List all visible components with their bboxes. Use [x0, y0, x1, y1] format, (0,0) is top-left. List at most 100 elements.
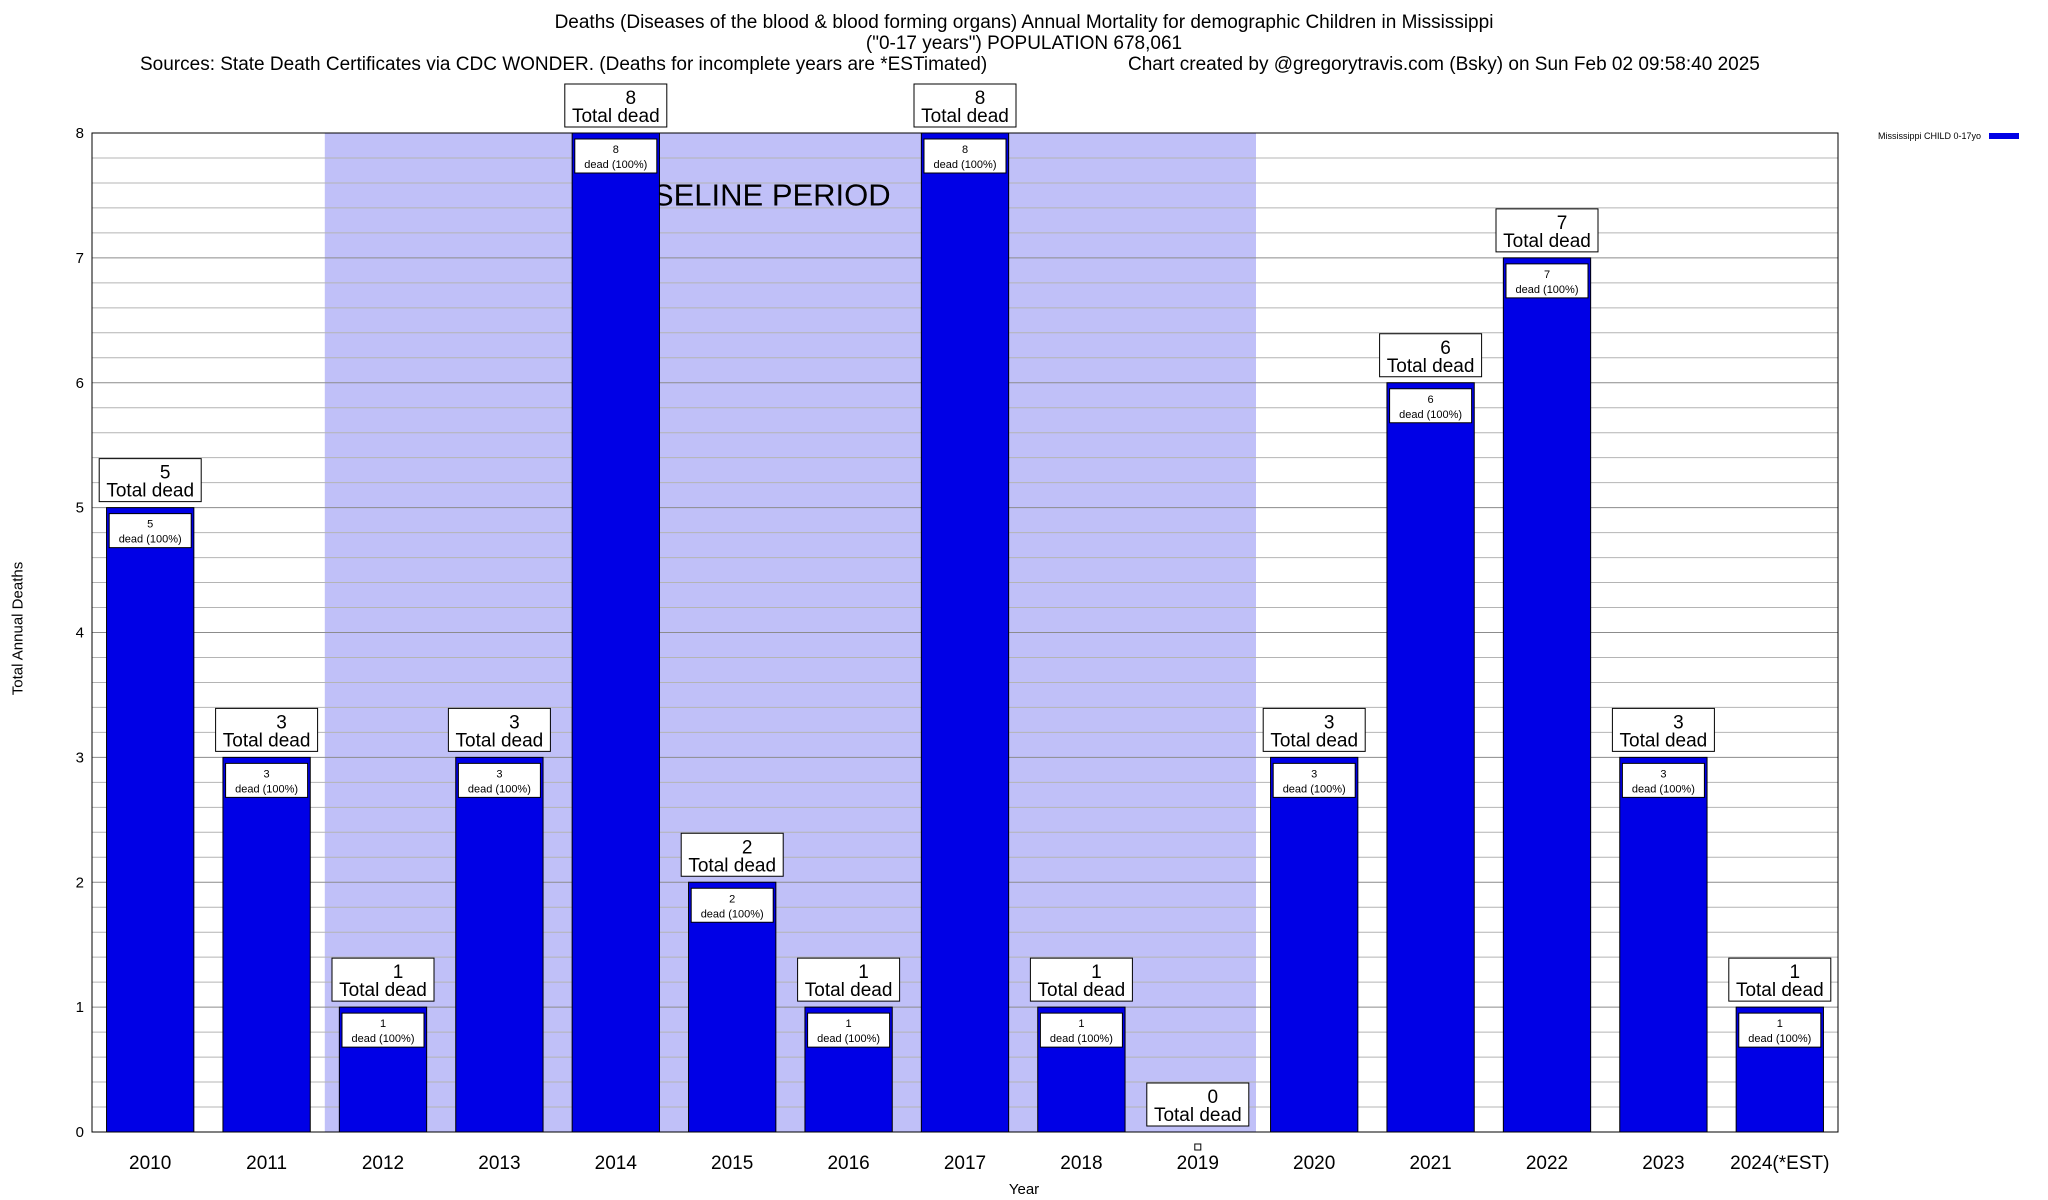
bar-top-label-box	[1262, 707, 1366, 752]
bar-inner-label: dead (100%)	[934, 159, 997, 171]
bar-top-count: 6	[1440, 338, 1451, 359]
x-tick-label: 2019	[1177, 1153, 1219, 1174]
bar-inner-count: 1	[846, 1018, 852, 1030]
bar-inner-label: dead (100%)	[701, 908, 764, 920]
x-tick-label: 2010	[129, 1153, 171, 1174]
bar-inner-label-box	[1505, 263, 1589, 299]
bar	[920, 132, 1010, 1133]
bar-inner-label: dead (100%)	[1748, 1033, 1811, 1045]
bar-top-label: Total dead	[805, 980, 893, 1001]
x-tick-label: 2020	[1293, 1153, 1335, 1174]
bar-inner-count: 3	[496, 768, 502, 780]
x-tick-label: 2022	[1526, 1153, 1568, 1174]
bar	[1270, 756, 1359, 1133]
bar-top-label-box	[215, 707, 319, 752]
bar-top-label: Total dead	[1620, 730, 1708, 751]
legend-swatch	[1989, 133, 2020, 139]
x-tick-label: 2024(*EST)	[1730, 1153, 1829, 1174]
bar-top-count: 3	[509, 712, 520, 733]
bar	[1502, 257, 1592, 1133]
bar-inner-label-box	[225, 762, 309, 798]
x-tick-label: 2021	[1409, 1153, 1451, 1174]
bar	[106, 507, 195, 1133]
y-tick-label: 0	[76, 1124, 84, 1141]
bar-top-label-box	[680, 832, 784, 877]
y-tick-label: 1	[76, 999, 84, 1016]
bar	[1619, 756, 1708, 1133]
x-tick-label: 2018	[1060, 1153, 1102, 1174]
bar-top-label: Total dead	[106, 481, 194, 502]
bar-inner-label: dead (100%)	[1632, 783, 1695, 795]
bar-top-count: 3	[1673, 712, 1684, 733]
bar-inner-label: dead (100%)	[119, 534, 182, 546]
bar-inner-label-box	[108, 513, 192, 549]
x-tick-label: 2023	[1642, 1153, 1684, 1174]
bar-top-label-box	[1495, 208, 1599, 253]
legend: Mississippi CHILD 0-17yo	[1878, 131, 2020, 141]
x-tick-label: 2014	[595, 1153, 638, 1174]
y-tick-label: 5	[76, 500, 84, 517]
bar-top-label: Total dead	[339, 980, 427, 1001]
bar-inner-count: 1	[1777, 1018, 1783, 1030]
bar-inner-label: dead (100%)	[817, 1033, 880, 1045]
bar-top-count: 3	[1324, 712, 1335, 733]
bar-top-label-box	[1611, 707, 1715, 752]
bar-inner-count: 8	[962, 144, 968, 156]
bar-inner-count: 3	[264, 768, 270, 780]
bar-top-label-box	[913, 83, 1017, 128]
bar-top-count: 1	[1790, 962, 1801, 983]
bar	[1386, 382, 1475, 1133]
bar-inner-count: 3	[1311, 768, 1317, 780]
bar-top-label: Total dead	[1154, 1105, 1242, 1126]
x-axis-label: Year	[1008, 1181, 1040, 1198]
bar-inner-label-box	[923, 138, 1007, 174]
bar-inner-label-box	[341, 1012, 425, 1048]
bar-top-label-box	[1029, 957, 1133, 1002]
x-tick-label: 2011	[246, 1153, 287, 1174]
y-tick-label: 3	[76, 749, 84, 766]
y-axis-label: Total Annual Deaths	[9, 561, 27, 696]
bar-inner-label-box	[1389, 388, 1473, 424]
y-tick-label: 8	[76, 125, 84, 142]
bar-inner-label: dead (100%)	[352, 1033, 415, 1045]
bar-top-label-box	[1728, 957, 1832, 1002]
bar-top-count: 2	[742, 837, 753, 858]
bar-inner-label-box	[1272, 762, 1356, 798]
plot-frame	[91, 132, 1839, 1133]
bar-top-label-box	[797, 957, 901, 1002]
chart-subtitle: ("0-17 years") POPULATION 678,061	[865, 33, 1183, 54]
bar-top-label: Total dead	[1270, 730, 1358, 751]
bar-top-count: 7	[1557, 213, 1568, 234]
x-tick-label: 2016	[827, 1153, 869, 1174]
bar-top-label-box	[447, 707, 551, 752]
bar	[571, 132, 660, 1133]
bar-top-count: 3	[276, 712, 287, 733]
bar-top-count: 1	[858, 962, 869, 983]
chart-title: Deaths (Diseases of the blood & blood fo…	[554, 12, 1494, 33]
source-note: Sources: State Death Certificates via CD…	[140, 54, 988, 75]
bar-top-label-box	[1379, 333, 1483, 378]
x-tick-label: 2013	[478, 1153, 520, 1174]
bar-top-label: Total dead	[1736, 980, 1824, 1001]
bar-inner-label-box	[1621, 762, 1705, 798]
x-tick-label: 2017	[944, 1153, 986, 1174]
x-tick-label: 2012	[362, 1153, 404, 1174]
bar-inner-count: 3	[1660, 768, 1666, 780]
bar-top-label: Total dead	[1038, 980, 1126, 1001]
bar-inner-label-box	[690, 887, 774, 923]
bar-inner-label: dead (100%)	[1283, 783, 1346, 795]
bar-inner-label: dead (100%)	[468, 783, 531, 795]
bar-top-count: 0	[1208, 1087, 1219, 1108]
bar-inner-count: 7	[1544, 269, 1550, 281]
bar-inner-count: 1	[1078, 1018, 1084, 1030]
x-tick-label: 2015	[711, 1153, 753, 1174]
bar	[455, 756, 544, 1133]
bar-inner-count: 5	[147, 519, 153, 531]
bar-top-count: 1	[1091, 962, 1102, 983]
bar-top-label: Total dead	[1503, 231, 1591, 252]
bar-top-label: Total dead	[223, 730, 311, 751]
zero-marker	[1194, 1143, 1202, 1151]
bar-inner-count: 1	[380, 1018, 386, 1030]
bar	[688, 881, 777, 1133]
